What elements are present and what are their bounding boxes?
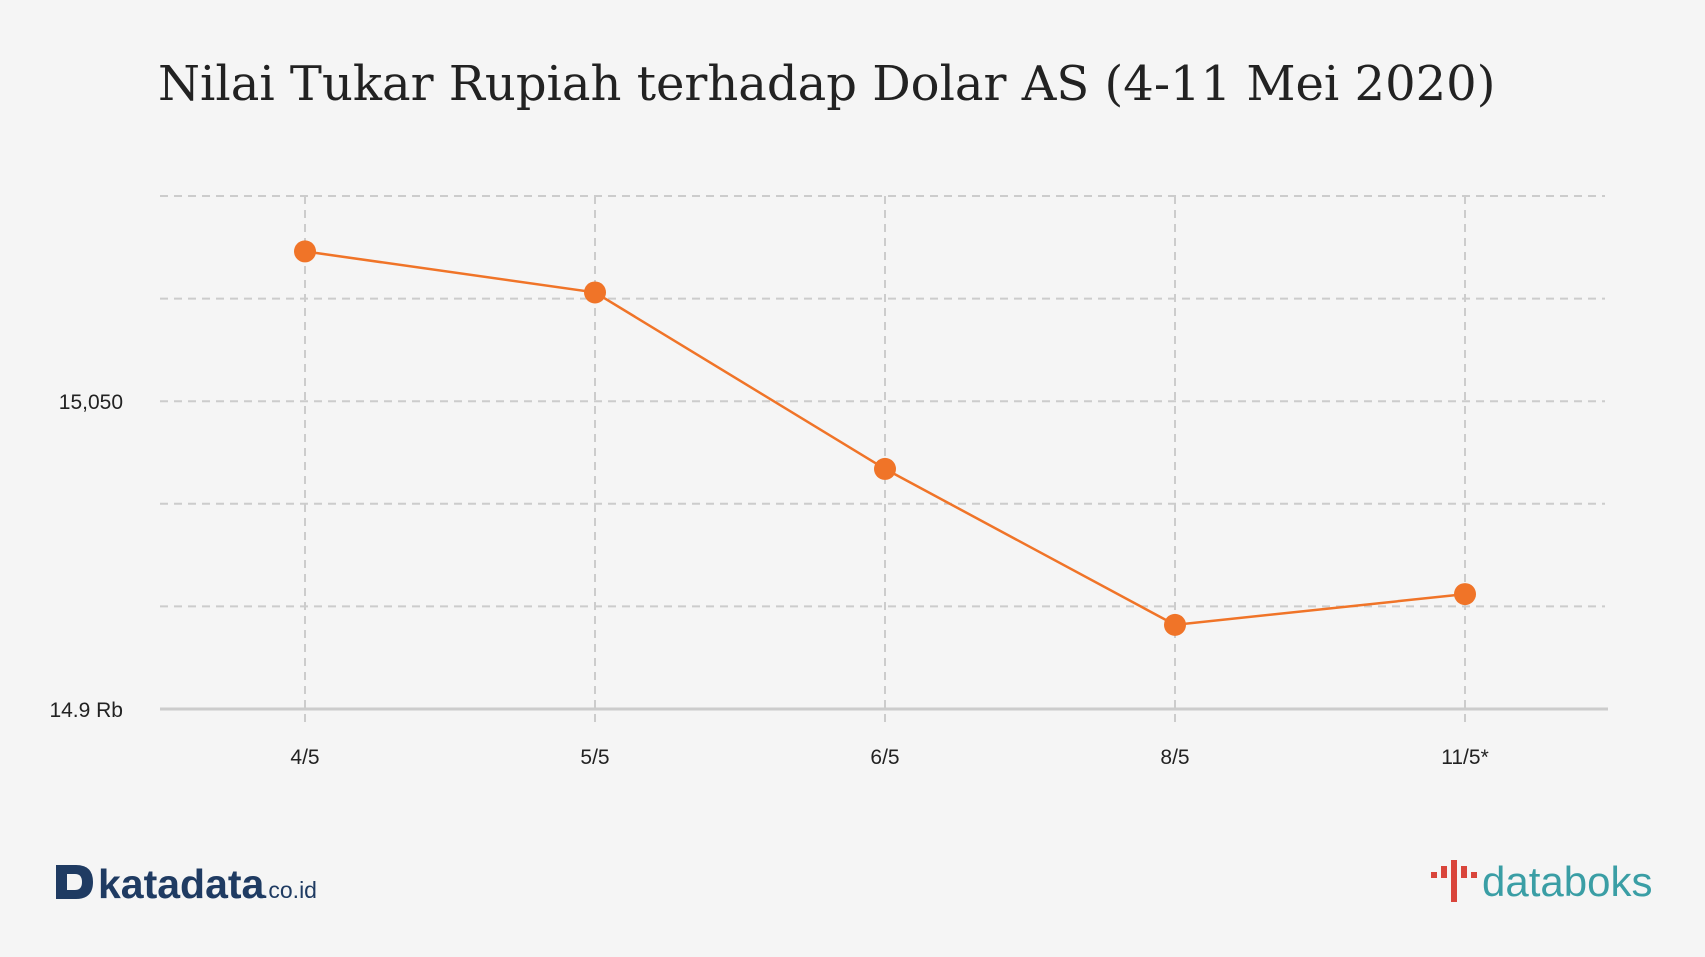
- x-tick-label: 5/5: [580, 746, 609, 769]
- data-point: [584, 281, 606, 304]
- y-tick-labels: 14.9 Rb 15,050: [49, 391, 123, 722]
- data-point: [874, 457, 896, 480]
- x-tick-labels: 4/5 5/5 6/5 8/5 11/5*: [290, 746, 1488, 769]
- chart-title: Nilai Tukar Rupiah terhadap Dolar AS (4-…: [158, 56, 1495, 112]
- series-group: [294, 240, 1476, 636]
- x-tick-label: 6/5: [870, 746, 899, 769]
- data-point: [294, 240, 316, 263]
- databoks-mark-icon: [1431, 860, 1477, 902]
- katadata-logo: katadata .co.id: [56, 861, 317, 907]
- data-point: [1164, 613, 1186, 636]
- katadata-mark-icon: [56, 865, 93, 899]
- databoks-logo-text: databoks: [1482, 858, 1652, 905]
- y-tick-label: 15,050: [59, 391, 123, 414]
- chart-grid: [160, 195, 1605, 723]
- y-tick-label: 14.9 Rb: [49, 699, 123, 722]
- x-tick-label: 11/5*: [1441, 746, 1489, 769]
- katadata-logo-suffix: .co.id: [262, 877, 317, 903]
- x-tick-label: 4/5: [290, 746, 319, 769]
- data-point: [1454, 583, 1476, 606]
- x-tick-label: 8/5: [1160, 746, 1189, 769]
- katadata-logo-text: katadata: [98, 861, 266, 907]
- databoks-logo: databoks: [1431, 858, 1652, 905]
